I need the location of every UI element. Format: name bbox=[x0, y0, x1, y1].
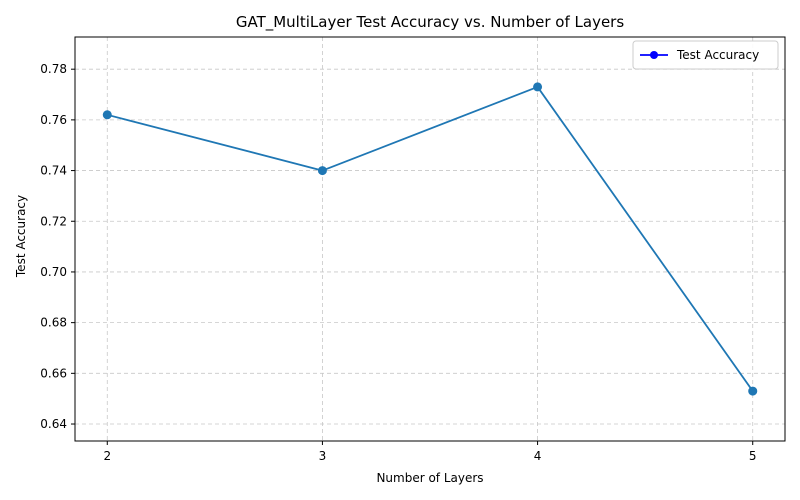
grid-lines bbox=[75, 37, 785, 441]
series-line bbox=[107, 86, 754, 392]
legend-label: Test Accuracy bbox=[676, 48, 759, 62]
legend-box bbox=[632, 40, 779, 70]
x-tick-label: 2 bbox=[103, 449, 111, 463]
legend-marker-swatch bbox=[650, 51, 658, 59]
data-point bbox=[748, 386, 758, 396]
y-tick-label: 0.70 bbox=[40, 265, 67, 279]
x-tick-label: 4 bbox=[534, 449, 542, 463]
chart-title: GAT_MultiLayer Test Accuracy vs. Number … bbox=[236, 13, 624, 32]
series-layer bbox=[102, 82, 758, 396]
data-point bbox=[317, 166, 327, 176]
y-tick-label: 0.72 bbox=[40, 214, 67, 228]
data-point bbox=[102, 110, 112, 120]
x-tick-label: 5 bbox=[749, 449, 757, 463]
x-tick-label: 3 bbox=[319, 449, 327, 463]
y-axis: 0.64 0.66 0.68 0.70 0.72 0.74 0.76 0.78 bbox=[40, 62, 75, 431]
y-axis-label: Test Accuracy bbox=[14, 195, 28, 278]
x-axis: 2 3 4 5 bbox=[103, 441, 757, 463]
y-tick-label: 0.68 bbox=[40, 316, 67, 330]
plot-frame bbox=[74, 36, 786, 442]
y-tick-label: 0.74 bbox=[40, 164, 67, 178]
plot-area bbox=[74, 36, 786, 442]
legend: Test Accuracy bbox=[632, 40, 779, 70]
y-tick-label: 0.78 bbox=[40, 62, 67, 76]
y-tick-label: 0.64 bbox=[40, 417, 67, 431]
y-tick-label: 0.76 bbox=[40, 113, 67, 127]
x-axis-label: Number of Layers bbox=[376, 471, 483, 485]
y-tick-label: 0.66 bbox=[40, 366, 67, 380]
data-point bbox=[533, 82, 543, 92]
